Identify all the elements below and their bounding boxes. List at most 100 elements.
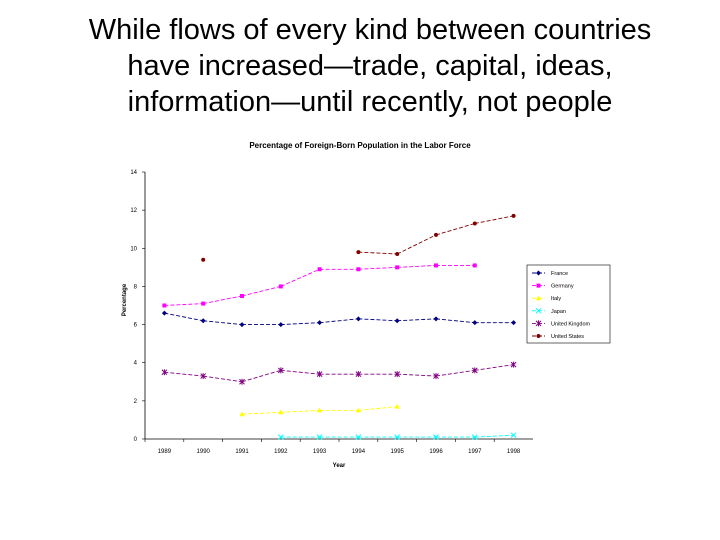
- series-italy-segment: [241, 411, 281, 415]
- series-france-segment: [203, 320, 243, 326]
- x-tick-label: 1989: [158, 449, 172, 455]
- series-france-segment: [358, 318, 398, 322]
- legend-label: France: [551, 271, 568, 277]
- series-italy: [239, 403, 400, 417]
- series-united-kingdom-segment: [397, 373, 437, 377]
- data-point-united-kingdom: [394, 371, 401, 378]
- series-italy-segment: [280, 409, 320, 413]
- series-united-states-segment: [435, 223, 475, 236]
- legend-label: Germany: [551, 284, 574, 290]
- x-tick-label: 1997: [468, 449, 482, 455]
- legend-label: Italy: [551, 296, 561, 302]
- series-united-states-segment: [474, 215, 514, 224]
- legend-item-united-states: United States: [532, 334, 584, 340]
- data-point-japan: [316, 434, 323, 440]
- data-point-france: [472, 320, 478, 326]
- data-point-italy: [317, 407, 323, 413]
- series-germany-segment: [164, 303, 204, 306]
- data-point-france: [278, 322, 284, 328]
- y-tick-label: 12: [130, 208, 137, 214]
- series-germany-segment: [358, 266, 398, 270]
- series-japan: [277, 432, 517, 440]
- legend-marker: [535, 295, 542, 301]
- data-point-germany: [395, 265, 400, 270]
- legend-label: Japan: [551, 309, 566, 315]
- data-point-japan: [394, 434, 401, 440]
- data-point-france: [239, 322, 245, 328]
- data-point-united-states: [434, 232, 438, 237]
- data-point-italy: [278, 409, 284, 415]
- series-italy-segment: [358, 406, 398, 411]
- series-united-kingdom: [161, 361, 517, 385]
- series-japan-segment: [474, 434, 514, 438]
- series-france-segment: [397, 318, 437, 322]
- data-point-germany: [201, 301, 206, 306]
- data-point-united-kingdom: [316, 371, 323, 378]
- y-tick-label: 2: [134, 399, 138, 405]
- y-tick-label: 14: [130, 170, 137, 176]
- data-point-germany: [162, 303, 167, 308]
- legend-box: [526, 264, 611, 344]
- data-point-france: [433, 316, 439, 322]
- data-point-united-states: [201, 257, 206, 262]
- x-tick-label: 1990: [197, 449, 211, 455]
- data-point-united-states: [395, 252, 400, 257]
- data-point-japan: [355, 434, 362, 440]
- series-united-states: [201, 213, 516, 262]
- legend-marker: [536, 270, 541, 276]
- y-tick-label: 8: [134, 284, 138, 290]
- data-point-italy: [394, 403, 400, 409]
- x-tick-label: 1998: [507, 449, 521, 455]
- legend-item-italy: Italy: [532, 295, 561, 302]
- data-point-italy: [239, 411, 245, 417]
- data-point-france: [511, 320, 517, 326]
- y-tick-label: 4: [134, 361, 138, 367]
- x-tick-label: 1992: [274, 449, 288, 455]
- legend-marker: [535, 307, 542, 314]
- data-point-italy: [355, 407, 361, 413]
- data-point-france: [394, 318, 400, 324]
- chart-title: Percentage of Foreign-Born Population in…: [249, 141, 471, 150]
- slide-title-line-3: information—until recently, not people: [127, 86, 613, 118]
- legend-item-germany: Germany: [532, 283, 574, 290]
- data-point-united-kingdom: [161, 369, 168, 376]
- data-point-united-kingdom: [355, 371, 362, 378]
- legend-item-japan: Japan: [532, 307, 566, 315]
- data-point-france: [317, 320, 323, 326]
- legend-label: United States: [551, 334, 584, 340]
- legend-marker: [535, 320, 542, 327]
- data-point-japan: [510, 432, 517, 439]
- x-tick-label: 1995: [391, 449, 405, 455]
- data-point-germany: [356, 267, 361, 272]
- data-point-germany: [278, 284, 283, 289]
- legend-label: United Kingdom: [551, 321, 591, 327]
- legend-item-france: France: [532, 270, 568, 277]
- data-point-united-kingdom: [200, 373, 207, 380]
- data-point-germany: [317, 267, 322, 272]
- legend-marker: [536, 334, 541, 338]
- legend-item-united-kingdom: United Kingdom: [532, 320, 591, 327]
- series-france-segment: [319, 318, 359, 324]
- data-point-france: [161, 310, 167, 316]
- data-point-united-states: [511, 213, 516, 218]
- series-united-kingdom-segment: [474, 364, 514, 371]
- x-tick-label: 1991: [235, 449, 249, 455]
- data-point-japan: [433, 434, 439, 440]
- data-point-united-kingdom: [471, 367, 478, 374]
- data-point-japan: [277, 434, 284, 440]
- x-tick-label: 1994: [352, 449, 366, 455]
- y-axis-label: Percentage: [122, 283, 128, 316]
- y-tick-label: 6: [134, 323, 138, 329]
- y-tick-label: 0: [134, 437, 138, 443]
- x-tick-label: 1996: [429, 449, 443, 455]
- x-tick-label: 1993: [313, 449, 327, 455]
- slide-title-line-2: have increased—trade, capital, ideas,: [127, 50, 613, 82]
- data-point-germany: [240, 293, 244, 298]
- data-point-united-states: [472, 221, 477, 226]
- data-point-germany: [434, 263, 438, 268]
- data-point-united-kingdom: [277, 367, 284, 374]
- slide-title-line-1: While flows of every kind between countr…: [88, 14, 652, 46]
- series-germany-segment: [397, 265, 437, 268]
- series-france: [161, 310, 517, 328]
